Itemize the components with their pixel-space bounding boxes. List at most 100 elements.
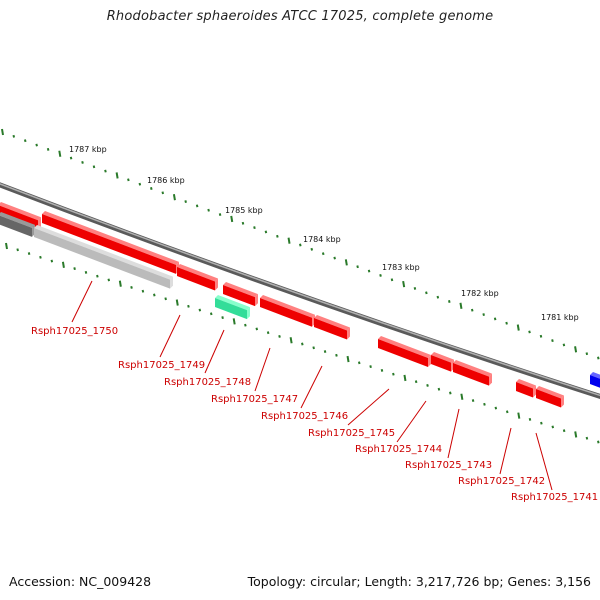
minor-tick	[449, 391, 452, 395]
minor-tick	[471, 399, 475, 402]
major-tick	[460, 393, 464, 400]
minor-tick	[483, 402, 486, 406]
minor-tick	[301, 342, 304, 346]
gene-block-1747[interactable]	[223, 282, 258, 307]
major-tick	[230, 215, 234, 223]
topology-text: Topology: circular; Length: 3,217,726 bp…	[247, 574, 591, 589]
minor-tick	[539, 334, 543, 338]
major-tick	[172, 194, 176, 201]
scale-labels: 1787 kbp 1786 kbp 1785 kbp 1784 kbp 1783 kbp…	[69, 145, 579, 322]
minor-tick	[357, 361, 361, 365]
minor-tick	[597, 356, 600, 360]
minor-tick	[16, 248, 19, 252]
minor-tick	[107, 278, 111, 282]
minor-tick	[321, 252, 325, 256]
minor-tick	[39, 255, 42, 259]
minor-tick	[195, 204, 199, 208]
minor-tick	[356, 265, 359, 269]
gene-label[interactable]: Rsph17025_1748	[164, 377, 251, 388]
minor-tick	[562, 343, 566, 347]
scale-label: 1786 kbp	[147, 176, 185, 185]
gene-block-1744[interactable]	[431, 352, 454, 372]
minor-tick	[414, 380, 418, 384]
gene-label[interactable]: Rsph17025_1742	[458, 476, 545, 487]
major-tick	[403, 374, 407, 382]
minor-tick	[253, 226, 256, 230]
leader-line	[499, 427, 512, 475]
minor-tick	[470, 308, 474, 312]
minor-tick	[209, 312, 213, 316]
gene-features	[0, 202, 600, 408]
gene-block-1745[interactable]	[378, 336, 431, 367]
scale-label: 1781 kbp	[541, 313, 579, 322]
leader-line	[535, 432, 553, 491]
leader-line	[300, 365, 323, 409]
minor-tick	[392, 372, 395, 376]
minor-tick	[278, 335, 281, 338]
minor-tick	[138, 182, 142, 186]
major-tick	[287, 237, 291, 244]
minor-tick	[369, 365, 372, 369]
accession-text: Accession: NC_009428	[9, 574, 152, 589]
major-tick	[517, 412, 521, 419]
gene-label[interactable]: Rsph17025_1741	[511, 492, 598, 503]
minor-tick	[27, 252, 31, 255]
leader-line	[254, 347, 271, 392]
major-tick	[574, 346, 578, 353]
major-tick	[1, 128, 4, 136]
leader-line	[159, 314, 181, 358]
leader-line	[347, 388, 390, 426]
gene-label[interactable]: Rsph17025_1745	[308, 428, 395, 439]
minor-tick	[312, 346, 315, 350]
gene-block-1749[interactable]	[177, 264, 218, 291]
scale-label: 1783 kbp	[382, 263, 420, 272]
gene-label[interactable]: Rsph17025_1746	[261, 411, 348, 422]
gene-label[interactable]: Rsph17025_1743	[405, 460, 492, 471]
minor-tick	[46, 147, 50, 151]
minor-tick	[241, 221, 245, 225]
minor-tick	[505, 321, 508, 325]
genome-backbone	[0, 182, 600, 400]
minor-tick	[528, 330, 531, 334]
major-tick	[58, 150, 62, 157]
gene-block-1746b[interactable]	[314, 315, 350, 340]
minor-tick	[23, 139, 27, 143]
minor-tick	[96, 274, 99, 278]
genome-backbone-highlight	[0, 183, 600, 397]
minor-tick	[198, 308, 202, 312]
minor-tick	[323, 350, 327, 353]
minor-tick	[505, 410, 509, 414]
leader-line	[447, 408, 460, 459]
minor-tick	[153, 293, 156, 297]
gene-block-1748[interactable]	[215, 295, 250, 320]
minor-tick	[367, 269, 371, 273]
minor-tick	[493, 317, 497, 321]
minor-tick	[310, 247, 314, 251]
minor-tick	[127, 178, 130, 182]
minor-tick	[218, 213, 222, 217]
gene-block-1743[interactable]	[453, 360, 492, 386]
gene-block-1741[interactable]	[536, 386, 564, 408]
gene-block-blue[interactable]	[590, 372, 600, 389]
gene-block-1750[interactable]	[34, 225, 173, 289]
gene-label[interactable]: Rsph17025_1750	[31, 326, 118, 337]
minor-tick	[266, 331, 270, 335]
major-tick	[574, 431, 578, 438]
minor-tick	[12, 134, 16, 138]
minor-tick	[482, 313, 485, 316]
gene-labels: Rsph17025_1750 Rsph17025_1749 Rsph17025_17…	[31, 326, 598, 503]
minor-tick	[299, 243, 302, 247]
minor-tick	[81, 160, 84, 164]
major-tick	[402, 280, 406, 288]
minor-tick	[92, 165, 96, 169]
minor-tick	[562, 429, 566, 433]
major-tick	[516, 324, 520, 331]
gene-label[interactable]: Rsph17025_1744	[355, 444, 442, 455]
gene-block-1742[interactable]	[516, 379, 536, 398]
minor-tick	[255, 327, 259, 331]
leader-line	[71, 280, 93, 323]
gene-label[interactable]: Rsph17025_1747	[211, 394, 298, 405]
gene-label[interactable]: Rsph17025_1749	[118, 360, 205, 371]
minor-tick	[436, 295, 440, 299]
